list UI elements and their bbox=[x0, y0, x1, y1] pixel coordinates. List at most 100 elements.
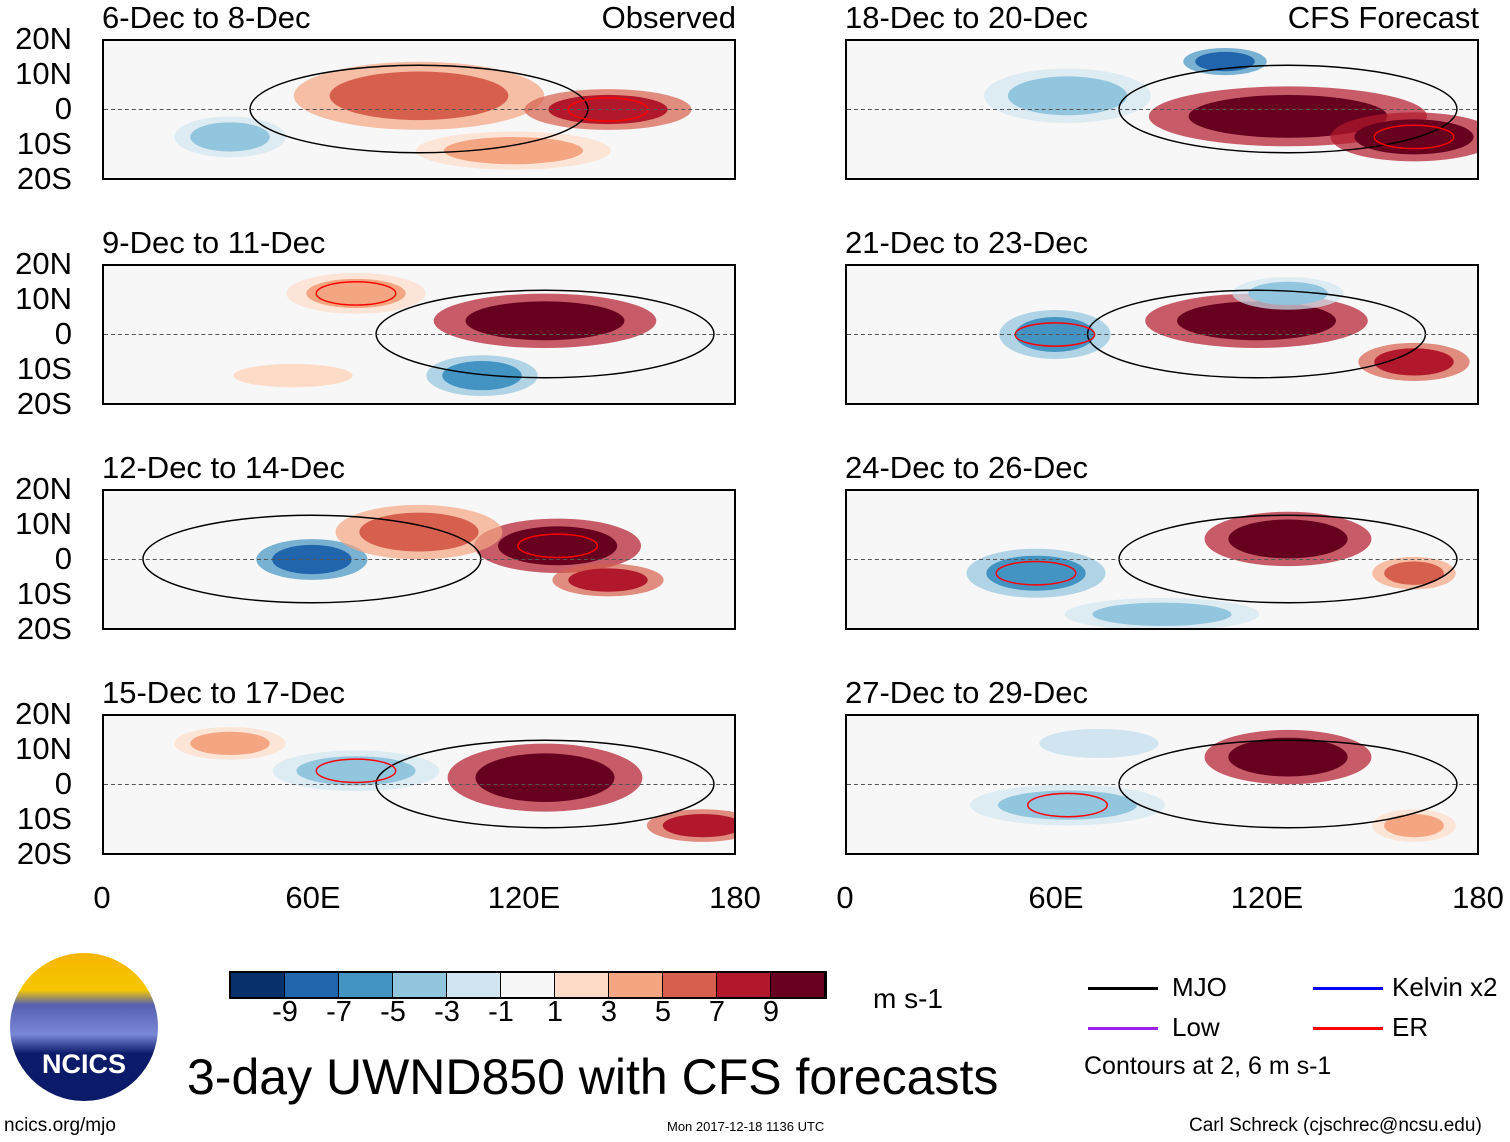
latitude-label: 20N bbox=[15, 696, 72, 731]
colorbar-tick-label: -9 bbox=[272, 996, 298, 1028]
longitude-label: 60E bbox=[285, 880, 341, 915]
colorbar-swatch bbox=[285, 973, 339, 997]
wind-anomaly-blob bbox=[296, 756, 416, 786]
wind-anomaly-blob bbox=[1384, 561, 1444, 585]
wind-anomaly-blob bbox=[465, 301, 625, 341]
wind-anomaly-blob bbox=[1092, 602, 1232, 626]
wind-anomaly-blob bbox=[190, 122, 270, 152]
colorbar-swatch bbox=[231, 973, 285, 997]
latitude-label: 20S bbox=[16, 611, 72, 646]
latitude-label: 20N bbox=[15, 471, 72, 506]
wind-anomaly-blob bbox=[1177, 301, 1336, 341]
colorbar-tick-label: -3 bbox=[434, 996, 460, 1028]
wind-anomaly-blob bbox=[1384, 813, 1444, 838]
legend-er: ER bbox=[1392, 1012, 1429, 1042]
panel-tag: Observed bbox=[601, 0, 736, 35]
wind-anomaly-blob bbox=[662, 813, 734, 838]
longitude-label: 60E bbox=[1028, 880, 1084, 915]
wind-anomaly-blob bbox=[1228, 519, 1348, 559]
legend-kelvin: Kelvin x2 bbox=[1392, 972, 1498, 1002]
latitude-label: 20S bbox=[16, 161, 72, 196]
colorbar-swatch bbox=[393, 973, 447, 997]
panel-tag: CFS Forecast bbox=[1287, 0, 1479, 35]
panel-title: 21-Dec to 23-Dec bbox=[845, 225, 1088, 260]
latitude-label: 20S bbox=[16, 836, 72, 871]
colorbar-swatch bbox=[717, 973, 771, 997]
wind-anomaly-blob bbox=[442, 361, 522, 391]
colorbar-swatch bbox=[501, 973, 555, 997]
wind-anomaly-map bbox=[845, 264, 1479, 405]
longitude-label: 180 bbox=[709, 880, 761, 915]
colorbar-swatch bbox=[771, 973, 825, 997]
longitude-label: 0 bbox=[93, 880, 111, 915]
colorbar-units: m s-1 bbox=[873, 983, 943, 1014]
colorbar-tick-label: 3 bbox=[600, 996, 618, 1028]
ncics-logo: NCICS bbox=[10, 953, 158, 1101]
wind-anomaly-blob bbox=[997, 790, 1138, 820]
latitude-label: 10S bbox=[16, 576, 72, 611]
wind-anomaly-map bbox=[102, 39, 736, 180]
wind-anomaly-blob bbox=[1374, 348, 1454, 376]
wind-anomaly-map bbox=[102, 489, 736, 630]
longitude-label: 120E bbox=[487, 880, 561, 915]
colorbar-swatch bbox=[339, 973, 393, 997]
colorbar-swatch bbox=[555, 973, 609, 997]
colorbar-tick-label: -1 bbox=[488, 996, 514, 1028]
latitude-label: 10N bbox=[15, 281, 72, 316]
wind-anomaly-map bbox=[845, 714, 1479, 855]
footer-url[interactable]: ncics.org/mjo bbox=[4, 1115, 116, 1136]
mjo-contour bbox=[1118, 739, 1458, 829]
colorbar-tick-label: 7 bbox=[708, 996, 726, 1028]
latitude-label: 0 bbox=[54, 541, 72, 576]
colorbar-swatch bbox=[447, 973, 501, 997]
er-contour bbox=[995, 560, 1077, 586]
wind-anomaly-blob bbox=[190, 731, 270, 756]
wind-anomaly-map bbox=[102, 264, 736, 405]
wind-anomaly-blob bbox=[1007, 76, 1128, 116]
wind-anomaly-blob bbox=[1248, 281, 1328, 306]
wind-anomaly-blob bbox=[1228, 737, 1348, 777]
footer-timestamp: Mon 2017-12-18 1136 UTC bbox=[667, 1119, 825, 1134]
colorbar-tick-label: 9 bbox=[762, 996, 780, 1028]
er-contour bbox=[315, 758, 397, 784]
latitude-label: 0 bbox=[54, 766, 72, 801]
logo-text: NCICS bbox=[41, 1049, 126, 1079]
kelvin-line-swatch bbox=[1313, 987, 1383, 990]
wind-anomaly-map bbox=[845, 489, 1479, 630]
latitude-label: 0 bbox=[54, 91, 72, 126]
longitude-label: 120E bbox=[1230, 880, 1304, 915]
wind-anomaly-blob bbox=[568, 568, 648, 592]
er-contour bbox=[315, 281, 397, 306]
wind-anomaly-map bbox=[102, 714, 736, 855]
latitude-label: 10N bbox=[15, 56, 72, 91]
wind-anomaly-map bbox=[845, 39, 1479, 180]
panel-title: 24-Dec to 26-Dec bbox=[845, 450, 1088, 485]
mjo-contour bbox=[1118, 514, 1458, 604]
wind-anomaly-blob bbox=[233, 363, 353, 388]
er-contour bbox=[517, 533, 599, 559]
mjo-line-swatch bbox=[1088, 987, 1158, 990]
latitude-label: 20N bbox=[15, 21, 72, 56]
panel-title: 18-Dec to 20-Dec bbox=[845, 0, 1088, 35]
colorbar-tick-label: 5 bbox=[654, 996, 672, 1028]
longitude-label: 0 bbox=[836, 880, 854, 915]
er-contour bbox=[1373, 124, 1455, 150]
er-line-swatch bbox=[1313, 1027, 1383, 1030]
colorbar-swatch bbox=[609, 973, 663, 997]
wind-anomaly-blob bbox=[1015, 317, 1095, 352]
wind-anomaly-blob bbox=[359, 512, 479, 552]
longitude-label: 180 bbox=[1452, 880, 1504, 915]
wind-anomaly-blob bbox=[306, 278, 406, 308]
legend-low: Low bbox=[1172, 1012, 1220, 1042]
low-line-swatch bbox=[1088, 1027, 1158, 1030]
wind-anomaly-blob bbox=[1039, 728, 1159, 758]
wind-anomaly-blob bbox=[329, 71, 509, 121]
colorbar-tick-label: -7 bbox=[326, 996, 352, 1028]
panel-title: 12-Dec to 14-Dec bbox=[102, 450, 345, 485]
panel-title: 9-Dec to 11-Dec bbox=[102, 225, 326, 260]
mjo-contour bbox=[142, 514, 482, 604]
latitude-label: 20S bbox=[16, 386, 72, 421]
latitude-label: 10N bbox=[15, 506, 72, 541]
legend-mjo: MJO bbox=[1172, 972, 1227, 1002]
wind-anomaly-blob bbox=[497, 526, 618, 566]
